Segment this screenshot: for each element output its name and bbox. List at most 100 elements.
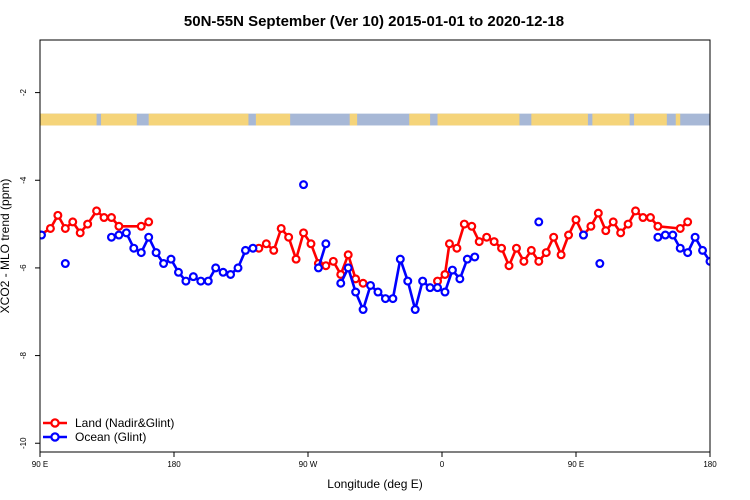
- data-point-0-2-14: [534, 256, 544, 266]
- data-point-0-1-14: [358, 278, 368, 288]
- data-point-0-2-5: [467, 221, 477, 231]
- strip-land-0: [40, 113, 97, 126]
- data-point-1-5-0: [336, 278, 346, 288]
- data-point-1-5-2: [351, 287, 361, 297]
- strip-land-10: [675, 113, 681, 126]
- data-point-1-5-4: [366, 280, 376, 290]
- data-point-1-5-8: [395, 254, 405, 264]
- data-point-1-5-11: [418, 276, 428, 286]
- data-point-1-1-0: [60, 259, 70, 269]
- data-point-0-2-4: [459, 219, 469, 229]
- data-point-0-0-9: [106, 213, 116, 223]
- data-point-1-5-3: [358, 305, 368, 315]
- strip-land-9: [634, 113, 667, 126]
- data-point-0-2-18: [564, 230, 574, 240]
- y-axis: -2 -4 -6 -8 -10: [19, 88, 40, 449]
- data-point-1-2-2: [121, 228, 131, 238]
- strip-ocean: [40, 113, 710, 126]
- data-point-0-1-9: [321, 261, 331, 271]
- data-point-1-2-3: [129, 243, 139, 253]
- data-point-1-9-6: [698, 245, 708, 255]
- strip-land-3: [255, 113, 291, 126]
- strip-land-8: [592, 113, 630, 126]
- data-point-1-5-17: [462, 254, 472, 264]
- data-point-0-0-10: [114, 221, 124, 231]
- data-point-1-9-0: [653, 232, 663, 242]
- data-point-0-2-32: [683, 217, 693, 227]
- x-tick-label-1: 180: [167, 460, 181, 469]
- strip-land-2: [148, 113, 249, 126]
- data-point-0-2-2: [444, 239, 454, 249]
- data-point-1-9-4: [683, 248, 693, 258]
- data-point-1-2-12: [196, 276, 206, 286]
- data-point-0-0-7: [92, 206, 102, 216]
- data-point-0-2-16: [549, 232, 559, 242]
- data-point-1-2-8: [166, 254, 176, 264]
- data-point-1-2-18: [240, 245, 250, 255]
- data-point-1-2-19: [248, 243, 258, 253]
- data-point-1-5-16: [455, 274, 465, 284]
- data-point-1-6-0: [534, 217, 544, 227]
- data-point-1-4-1: [321, 239, 331, 249]
- data-point-0-2-3: [452, 243, 462, 253]
- data-point-0-2-6: [474, 237, 484, 247]
- data-point-1-2-10: [181, 276, 191, 286]
- data-point-1-5-6: [380, 294, 390, 304]
- legend-label-1: Ocean (Glint): [75, 430, 146, 444]
- data-point-0-1-1: [261, 239, 271, 249]
- data-point-1-2-7: [159, 259, 169, 269]
- chart-title: 50N-55N September (Ver 10) 2015-01-01 to…: [184, 13, 564, 30]
- data-point-1-2-4: [136, 248, 146, 258]
- data-point-0-2-22: [593, 208, 603, 218]
- data-point-1-8-0: [595, 259, 605, 269]
- y-axis-label: XCO2 - MLO trend (ppm): [0, 179, 12, 314]
- x-tick-label-5: 180: [703, 460, 717, 469]
- data-point-0-0-8: [99, 213, 109, 223]
- data-point-1-2-14: [211, 263, 221, 273]
- data-point-1-9-3: [675, 243, 685, 253]
- data-point-0-2-17: [556, 250, 566, 260]
- data-point-0-1-4: [284, 232, 294, 242]
- y-tick-label-4: -10: [19, 437, 28, 449]
- data-point-1-9-1: [660, 230, 670, 240]
- y-tick-label-3: -8: [19, 351, 28, 359]
- strip-land-1: [101, 113, 137, 126]
- legend-label-0: Land (Nadir&Glint): [75, 416, 174, 430]
- data-point-1-5-18: [470, 252, 480, 262]
- data-point-0-0-2: [53, 210, 63, 220]
- series-layer: [40, 180, 710, 315]
- data-point-1-5-13: [433, 283, 443, 293]
- data-point-0-2-31: [675, 223, 685, 233]
- legend-marker-0: [50, 418, 60, 428]
- strip-land-7: [531, 113, 588, 126]
- data-point-0-2-25: [616, 228, 626, 238]
- data-point-1-2-6: [151, 248, 161, 258]
- series-ocean: [40, 180, 710, 315]
- data-point-0-2-23: [601, 226, 611, 236]
- data-point-1-2-17: [233, 263, 243, 273]
- land-ocean-strip: [40, 113, 710, 126]
- x-tick-label-4: 90 E: [568, 460, 584, 469]
- data-point-0-2-15: [541, 248, 551, 258]
- x-axis: 90 E 180 90 W 0 90 E 180: [32, 452, 717, 469]
- data-point-0-1-6: [299, 228, 309, 238]
- data-point-0-2-7: [482, 232, 492, 242]
- x-axis-label: Longitude (deg E): [327, 477, 422, 491]
- data-point-0-0-11: [136, 221, 146, 231]
- x-tick-label-0: 90 E: [32, 460, 48, 469]
- series-land: [40, 206, 693, 288]
- data-point-0-2-28: [638, 213, 648, 223]
- data-point-0-2-9: [497, 243, 507, 253]
- data-point-1-4-0: [313, 263, 323, 273]
- data-point-0-2-10: [504, 261, 514, 271]
- data-point-0-2-24: [608, 217, 618, 227]
- data-point-0-1-5: [291, 254, 301, 264]
- data-point-1-9-5: [690, 232, 700, 242]
- data-point-1-5-10: [410, 305, 420, 315]
- data-point-0-1-2: [269, 245, 279, 255]
- data-point-0-2-1: [440, 269, 450, 279]
- data-point-0-2-19: [571, 215, 581, 225]
- y-tick-label-0: -2: [19, 88, 28, 96]
